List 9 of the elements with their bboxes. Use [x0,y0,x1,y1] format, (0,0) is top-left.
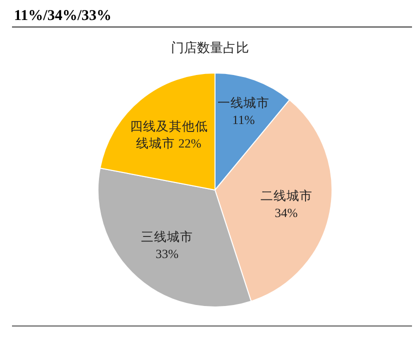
slice-label: 三线城市 [141,230,194,244]
slice-label: 二线城市 [260,189,312,204]
slice-label: 四线及其他低线城市 22% [130,120,208,151]
data-label: 11% [232,113,255,128]
data-label: 33% [156,246,178,261]
slice-label: 一线城市 [218,96,270,110]
text: 11%/34%/33% [14,8,112,24]
data-label: 34% [274,206,298,220]
chart-title: 门店数量占比 [171,40,249,55]
